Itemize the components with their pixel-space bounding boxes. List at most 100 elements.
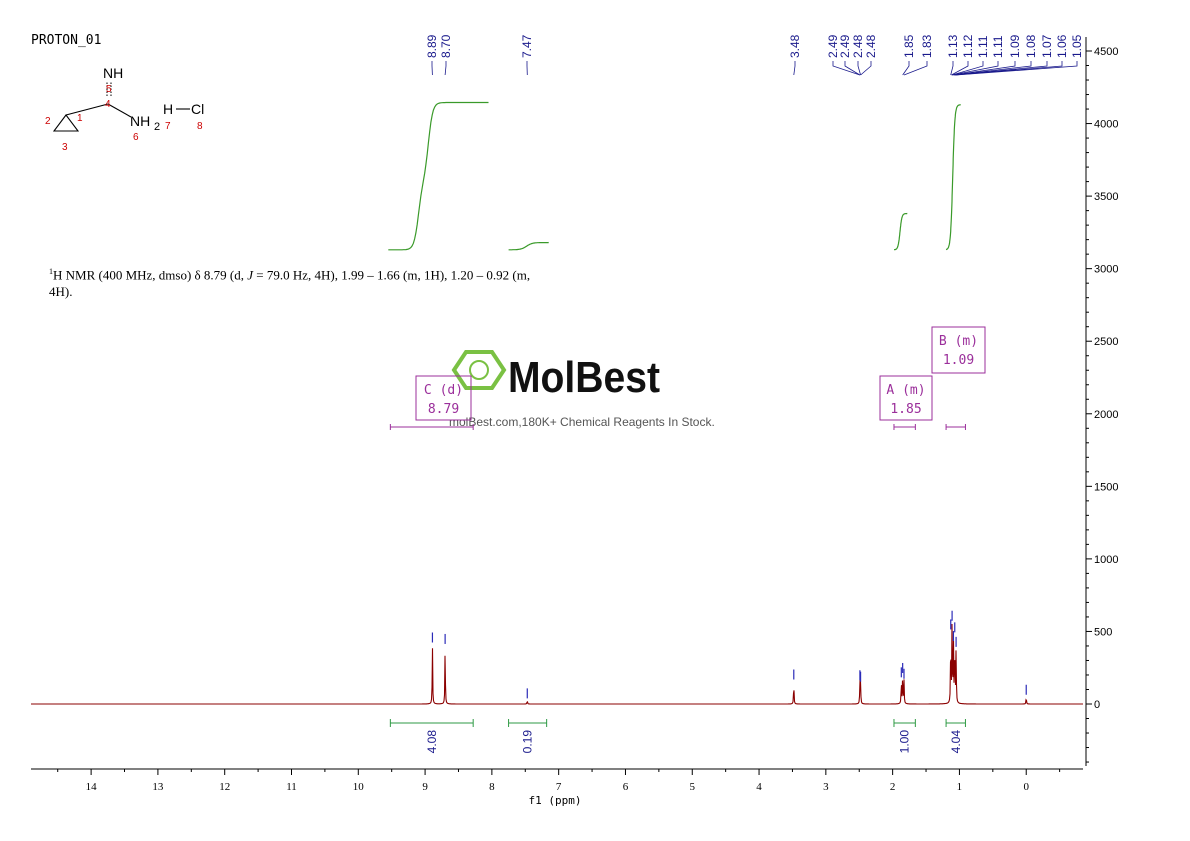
multiplet-label: B (m) <box>939 334 978 349</box>
multiplet-box <box>931 326 986 374</box>
molbest-logo-ring-icon <box>469 360 489 380</box>
x-tick-label: 0 <box>1023 781 1029 793</box>
spectrum-layer <box>31 610 1083 705</box>
description-j: J <box>247 267 254 283</box>
cyclopropane-ring <box>52 114 80 132</box>
integral-value: 1.00 <box>898 730 912 754</box>
integral-curves-layer <box>388 101 961 251</box>
atom-cl: Cl <box>191 101 204 117</box>
peak-label: 3.48 <box>788 34 802 58</box>
y-tick-label: 4500 <box>1094 46 1118 58</box>
atom-nh-6: NH <box>130 113 150 129</box>
peak-label: 1.85 <box>902 34 916 58</box>
multiplet-labels-layer: C (d) 8.79 A (m) 1.85 B (m) 1.09 <box>389 326 986 430</box>
integral-value: 0.19 <box>521 730 535 754</box>
atom-number-8: 8 <box>197 121 203 132</box>
y-tick-label: 500 <box>1094 626 1112 638</box>
x-tick-label: 8 <box>489 781 495 793</box>
atom-number-7: 7 <box>165 121 171 132</box>
peak-label: 2.49 <box>826 34 840 58</box>
nmr-description: 1H NMR (400 MHz, dmso) δ 8.79 (d, J = 79… <box>49 263 609 300</box>
peak-label-connector <box>952 61 999 76</box>
x-tick-label: 11 <box>286 781 297 793</box>
x-tick-label: 6 <box>623 781 629 793</box>
peak-label-connector <box>956 61 1078 76</box>
peak-label-connector <box>444 61 447 76</box>
peak-label-connector <box>951 61 984 76</box>
multiplet-shift: 8.79 <box>428 402 459 417</box>
peak-label: 1.06 <box>1055 34 1069 58</box>
y-tick-label: 3500 <box>1094 191 1118 203</box>
description-text-2: = 79.0 Hz, 4H), 1.99 – 1.66 (m, 1H), 1.2… <box>253 267 531 283</box>
x-tick-label: 1 <box>957 781 963 793</box>
x-tick-label: 4 <box>756 781 762 793</box>
y-tick-label: 2500 <box>1094 336 1118 348</box>
peak-label-connector <box>857 61 861 76</box>
atom-number-5: 5 <box>106 84 112 95</box>
peak-label-connector <box>954 61 1032 76</box>
peak-label-connector <box>844 61 861 76</box>
y-tick-label: 1500 <box>1094 481 1118 493</box>
integral-brackets-layer: 4.08 0.19 1.00 4.04 <box>389 719 966 754</box>
peak-label: 1.11 <box>991 35 1005 58</box>
multiplet-shift: 1.85 <box>890 402 921 417</box>
multiplet-box <box>879 375 933 421</box>
atom-number-6: 6 <box>133 132 139 143</box>
peak-label: 1.05 <box>1070 34 1084 58</box>
peak-label: 1.09 <box>1008 34 1022 58</box>
peak-label: 1.11 <box>976 35 990 58</box>
y-tick-label: 3000 <box>1094 264 1118 276</box>
peak-label-connector <box>950 61 954 76</box>
x-tick-label: 13 <box>152 781 164 793</box>
peak-label-connector <box>832 61 861 76</box>
description-text-3: 4H). <box>49 284 73 300</box>
x-tick-label: 7 <box>556 781 562 793</box>
x-tick-label: 9 <box>422 781 428 793</box>
peak-label: 8.70 <box>439 34 453 58</box>
bond-c4-n6 <box>107 103 132 118</box>
multiplet-label: A (m) <box>886 383 925 398</box>
atom-number-4: 4 <box>105 99 111 110</box>
x-tick-label: 5 <box>690 781 696 793</box>
peak-label: 8.89 <box>425 34 439 58</box>
atom-number-2: 2 <box>45 116 51 127</box>
x-tick-label: 2 <box>890 781 896 793</box>
y-tick-label: 2000 <box>1094 409 1118 421</box>
description-superscript: 1 <box>49 267 53 276</box>
y-tick-label: 1000 <box>1094 554 1118 566</box>
peak-labels-layer: 8.89 8.70 7.47 3.48 2.492.49 2.48 2.48 1.85 1.83… <box>425 34 1084 76</box>
peak-label: 1.83 <box>920 34 934 58</box>
peak-label-connector <box>793 61 796 76</box>
peak-label-connector <box>953 61 1016 76</box>
peak-label-connector <box>954 61 1048 76</box>
x-axis-label: f1 (ppm) <box>529 794 582 807</box>
description-text-1: H NMR (400 MHz, dmso) δ 8.79 (d, <box>53 267 248 283</box>
integral-curve <box>894 212 908 251</box>
peak-label: 2.48 <box>864 34 878 58</box>
atom-h: H <box>163 101 173 117</box>
integral-curve <box>945 104 961 251</box>
atom-number-3: 3 <box>62 142 68 153</box>
integral-value: 4.04 <box>949 730 963 754</box>
atom-nh-5: NH <box>103 65 123 81</box>
peak-label: 1.12 <box>961 34 975 58</box>
y-tick-label: 0 <box>1094 699 1100 711</box>
x-tick-label: 12 <box>219 781 230 793</box>
sample-name: PROTON_01 <box>31 33 101 48</box>
molbest-logo-icon <box>451 350 507 390</box>
atom-h2-subscript: 2 <box>154 121 160 133</box>
integral-curve <box>388 101 489 251</box>
peak-label-connector <box>902 61 910 76</box>
axes-layer: 14 13 12 11 10 9 8 7 6 5 4 3 2 1 005001000150020002500… <box>31 37 1118 793</box>
watermark: MolBest molBest.com,180K+ Chemical Reage… <box>449 350 715 429</box>
integral-curve <box>508 241 549 251</box>
molecule-structure: NH 5 4 1 2 3 NH 2 6 7 H Cl 8 <box>45 65 204 153</box>
peak-label-connector <box>951 61 969 76</box>
peak-label: 2.49 <box>838 34 852 58</box>
watermark-brand: MolBest <box>508 353 660 402</box>
peak-label: 1.08 <box>1024 34 1038 58</box>
x-tick-label: 10 <box>353 781 365 793</box>
peak-label-connector <box>955 61 1063 76</box>
peak-label: 7.47 <box>520 34 534 58</box>
